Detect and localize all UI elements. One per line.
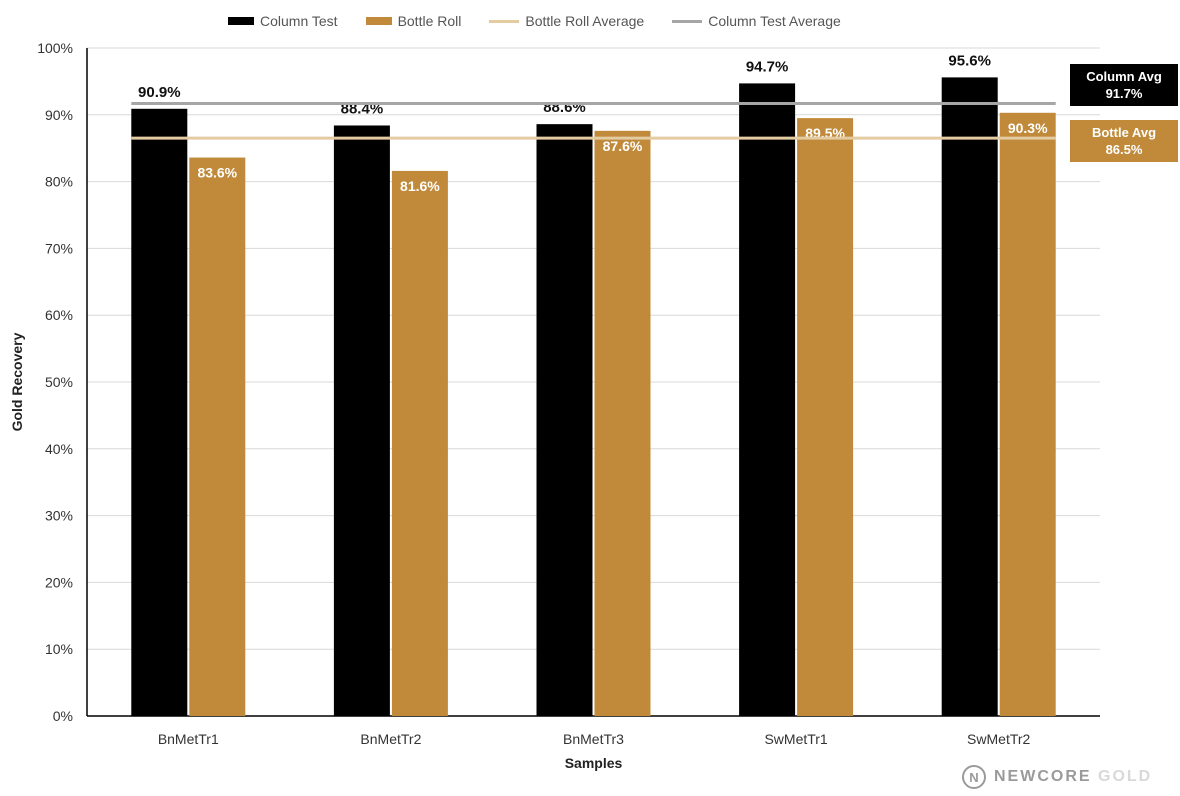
bottle-roll-data-label: 83.6%: [197, 165, 237, 181]
legend-bottle-roll-swatch: [365, 17, 392, 25]
column-test-bar: [739, 83, 796, 717]
legend-bottle-roll-average-swatch: [489, 19, 520, 23]
bottle-roll-data-label: 81.6%: [400, 178, 440, 194]
y-tick-label: 20%: [45, 574, 73, 590]
x-tick-label: SwMetTr2: [967, 731, 1030, 747]
legend-bottle-roll: Bottle Roll: [365, 13, 462, 29]
column-test-data-label: 94.7%: [746, 58, 789, 75]
newcore-logo-icon: N: [962, 765, 986, 789]
bottle-avg-callout-value: 86.5%: [1105, 142, 1143, 157]
logo-text-light: GOLD: [1098, 768, 1153, 785]
y-axis-title: Gold Recovery: [9, 332, 25, 431]
bottle-avg-callout-label: Bottle Avg: [1091, 125, 1157, 140]
y-tick-label: 0%: [53, 708, 73, 724]
legend-column-test-average-label: Column Test Average: [708, 13, 841, 29]
column-avg-callout-label: Column Avg: [1086, 69, 1162, 84]
legend-column-test: Column Test: [228, 13, 338, 29]
bottle-roll-bar: [797, 118, 854, 716]
y-tick-label: 40%: [45, 441, 73, 457]
x-tick-label: BnMetTr3: [563, 731, 624, 747]
y-tick-label: 50%: [45, 374, 73, 390]
logo-text-main: NEWCORE: [994, 768, 1092, 785]
x-tick-label: BnMetTr2: [360, 731, 421, 747]
y-tick-label: 100%: [37, 40, 73, 56]
legend-column-test-label: Column Test: [260, 13, 338, 29]
column-test-bar: [131, 108, 188, 716]
column-test-data-label: 95.6%: [948, 52, 991, 69]
bottle-roll-bar: [189, 157, 246, 716]
legend-column-test-swatch: [228, 17, 254, 25]
y-tick-label: 30%: [45, 508, 73, 524]
chart-legend: Column Test Bottle Roll Bottle Roll Aver…: [228, 13, 841, 29]
bottle-avg-callout: Bottle Avg 86.5%: [1070, 120, 1178, 162]
bottle-roll-data-label: 87.6%: [603, 138, 643, 154]
y-tick-label: 90%: [45, 107, 73, 123]
bottle-roll-bar: [999, 112, 1056, 716]
column-test-bar: [941, 77, 998, 717]
legend-bottle-roll-average-label: Bottle Roll Average: [525, 13, 645, 29]
x-axis-title: Samples: [565, 755, 623, 771]
column-avg-callout-value: 91.7%: [1105, 86, 1143, 101]
legend-column-test-average: Column Test Average: [672, 13, 841, 29]
y-tick-label: 80%: [45, 174, 73, 190]
column-test-bar: [536, 124, 593, 717]
bottle-roll-bar: [594, 130, 651, 716]
bottle-roll-bar: [391, 170, 448, 717]
x-tick-label: SwMetTr1: [764, 731, 827, 747]
y-tick-label: 60%: [45, 307, 73, 323]
column-test-bar: [333, 125, 390, 717]
legend-bottle-roll-average: Bottle Roll Average: [489, 13, 644, 29]
y-tick-label: 70%: [45, 240, 73, 256]
bottle-roll-data-label: 90.3%: [1008, 120, 1048, 136]
x-tick-label: BnMetTr1: [158, 731, 219, 747]
logo-text: NEWCORE GOLD: [994, 768, 1152, 786]
newcore-gold-logo: N NEWCORE GOLD: [962, 765, 1152, 789]
y-tick-label: 10%: [45, 641, 73, 657]
column-avg-callout: Column Avg 91.7%: [1070, 64, 1178, 106]
legend-bottle-roll-label: Bottle Roll: [397, 13, 462, 29]
legend-column-test-average-swatch: [672, 19, 703, 23]
column-test-data-label: 90.9%: [138, 84, 181, 101]
column-test-data-label: 88.6%: [543, 99, 586, 116]
